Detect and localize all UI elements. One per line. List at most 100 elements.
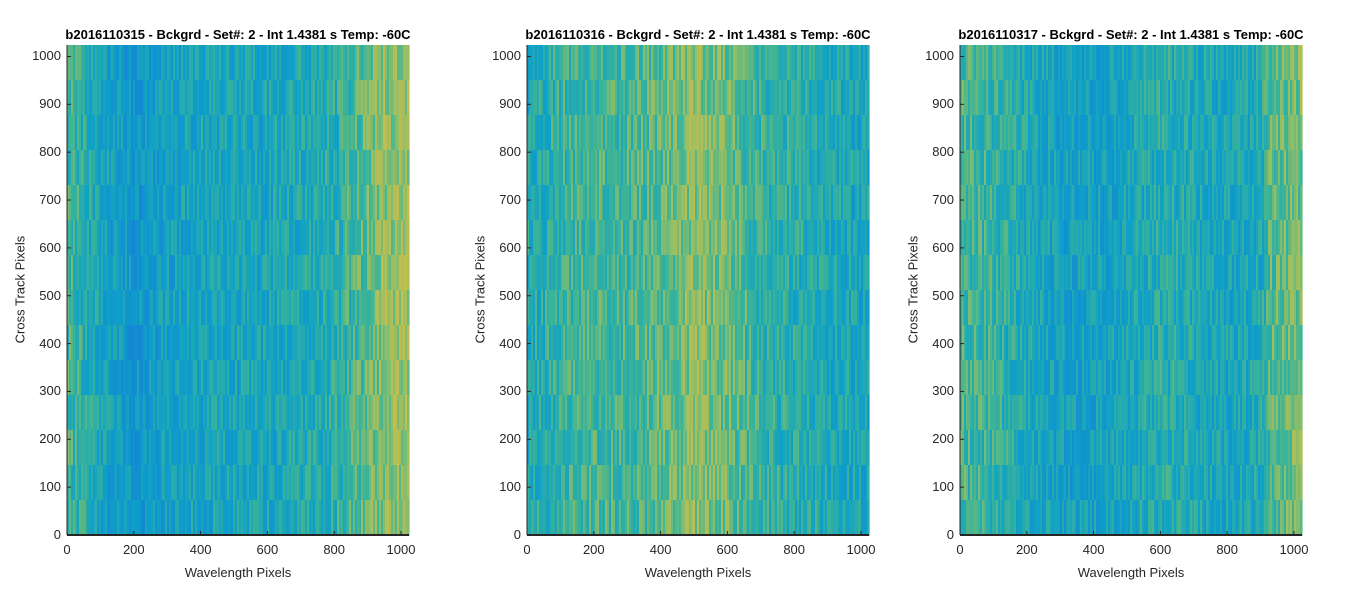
heatmap-cell — [379, 395, 382, 431]
heatmap-cell — [79, 150, 82, 186]
heatmap-cell — [323, 290, 326, 326]
heatmap-cell — [399, 220, 402, 256]
heatmap-cell — [81, 45, 84, 81]
heatmap-cell — [97, 115, 100, 151]
heatmap-cell — [127, 255, 130, 291]
heatmap-cell — [329, 255, 332, 291]
heatmap-cell — [217, 360, 220, 396]
heatmap-cell — [297, 500, 300, 536]
heatmap-cell — [159, 325, 162, 361]
heatmap-cell — [189, 465, 192, 501]
heatmap-cell — [135, 115, 138, 151]
heatmap-cell — [263, 465, 266, 501]
heatmap-cell — [197, 255, 200, 291]
heatmap-cell — [295, 80, 298, 116]
heatmap-cell — [257, 465, 260, 501]
heatmap-cell — [553, 395, 556, 431]
heatmap-cell — [81, 80, 84, 116]
heatmap-cell — [353, 185, 356, 221]
heatmap-cell — [307, 80, 310, 116]
heatmap-cell — [295, 465, 298, 501]
heatmap-cell — [557, 395, 560, 431]
heatmap-cell — [339, 325, 342, 361]
heatmap-cell — [339, 430, 342, 466]
heatmap-cell — [275, 80, 278, 116]
heatmap-cell — [277, 500, 280, 536]
heatmap-cell — [247, 360, 250, 396]
heatmap-cell — [325, 255, 328, 291]
heatmap-cell — [229, 220, 232, 256]
heatmap-cell — [559, 395, 562, 431]
heatmap-cell — [73, 325, 76, 361]
heatmap-cell — [239, 360, 242, 396]
heatmap-cell — [109, 325, 112, 361]
heatmap-cell — [535, 500, 538, 536]
heatmap-cell — [73, 80, 76, 116]
heatmap-cell — [79, 115, 82, 151]
heatmap-cell — [213, 500, 216, 536]
heatmap-cell — [245, 255, 248, 291]
heatmap-cell — [281, 150, 284, 186]
heatmap-cell — [109, 220, 112, 256]
heatmap-cell — [393, 45, 396, 81]
heatmap-cell — [75, 255, 78, 291]
heatmap-cell — [527, 115, 530, 151]
heatmap-cell — [319, 465, 322, 501]
heatmap-cell — [361, 395, 364, 431]
heatmap-cell — [335, 290, 338, 326]
heatmap-cell — [171, 465, 174, 501]
heatmap-cell — [387, 45, 390, 81]
heatmap-cell — [81, 430, 84, 466]
heatmap-cell — [119, 115, 122, 151]
heatmap-cell — [333, 80, 336, 116]
heatmap-cell — [315, 325, 318, 361]
heatmap-cell — [379, 150, 382, 186]
heatmap-cell — [333, 45, 336, 81]
heatmap-cell — [253, 45, 256, 81]
heatmap-cell — [533, 395, 536, 431]
heatmap-cell — [135, 290, 138, 326]
heatmap-cell — [545, 255, 548, 291]
heatmap-cell — [529, 220, 532, 256]
heatmap-cell — [311, 115, 314, 151]
heatmap-cell — [395, 395, 398, 431]
heatmap-cell — [385, 115, 388, 151]
heatmap-cell — [229, 45, 232, 81]
heatmap-cell — [133, 115, 136, 151]
heatmap-cell — [205, 360, 208, 396]
heatmap-cell — [169, 465, 172, 501]
heatmap-cell — [345, 395, 348, 431]
heatmap-cell — [557, 325, 560, 361]
heatmap-cell — [319, 80, 322, 116]
heatmap-cell — [263, 80, 266, 116]
heatmap-cell — [79, 325, 82, 361]
heatmap-cell — [125, 360, 128, 396]
heatmap-cell — [231, 255, 234, 291]
heatmap-cell — [567, 80, 570, 116]
heatmap-cell — [381, 395, 384, 431]
heatmap-cell — [227, 430, 230, 466]
heatmap-cell — [367, 115, 370, 151]
heatmap-cell — [323, 115, 326, 151]
heatmap-cell — [81, 360, 84, 396]
heatmap-cell — [281, 465, 284, 501]
heatmap-cell — [201, 500, 204, 536]
heatmap-cell — [329, 500, 332, 536]
heatmap-cell — [245, 290, 248, 326]
heatmap-cell — [217, 325, 220, 361]
heatmap-cell — [91, 500, 94, 536]
heatmap-cell — [271, 220, 274, 256]
heatmap-cell — [133, 185, 136, 221]
heatmap-cell — [295, 325, 298, 361]
heatmap-cell — [389, 220, 392, 256]
heatmap-cell — [349, 150, 352, 186]
heatmap-cell — [235, 150, 238, 186]
heatmap-cell — [367, 465, 370, 501]
heatmap-cell — [77, 395, 80, 431]
heatmap-cell — [151, 395, 154, 431]
heatmap-cell — [535, 45, 538, 81]
x-tick-label: 200 — [122, 542, 145, 557]
heatmap-cell — [319, 290, 322, 326]
heatmap-cell — [385, 465, 388, 501]
